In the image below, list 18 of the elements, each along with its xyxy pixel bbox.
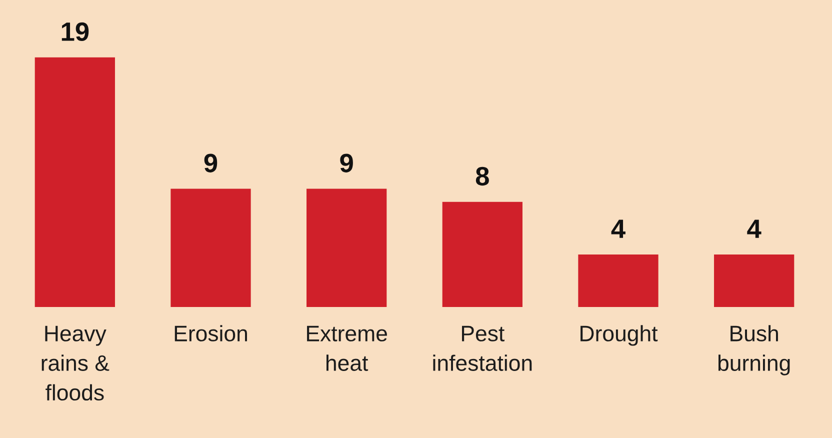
bar [34,57,115,308]
x-tick-label: Heavy rains & floods [42,326,110,401]
bar [442,202,522,308]
x-tick-label: Drought [580,325,658,346]
x-tick-label: Erosion [174,325,247,342]
bar [714,254,794,308]
data-label: 4 [747,220,762,238]
x-tick-label: Bush burning [718,325,790,376]
bar [306,188,387,308]
data-label: 19 [62,22,89,42]
data-label: 4 [611,220,626,238]
bar [170,188,251,308]
data-label: 9 [340,154,353,172]
x-tick-label: Pest infestation [433,326,532,371]
x-tick-label: Extreme heat [307,326,387,371]
data-label: 8 [476,166,489,186]
bar [578,254,658,308]
data-label: 9 [204,154,218,172]
